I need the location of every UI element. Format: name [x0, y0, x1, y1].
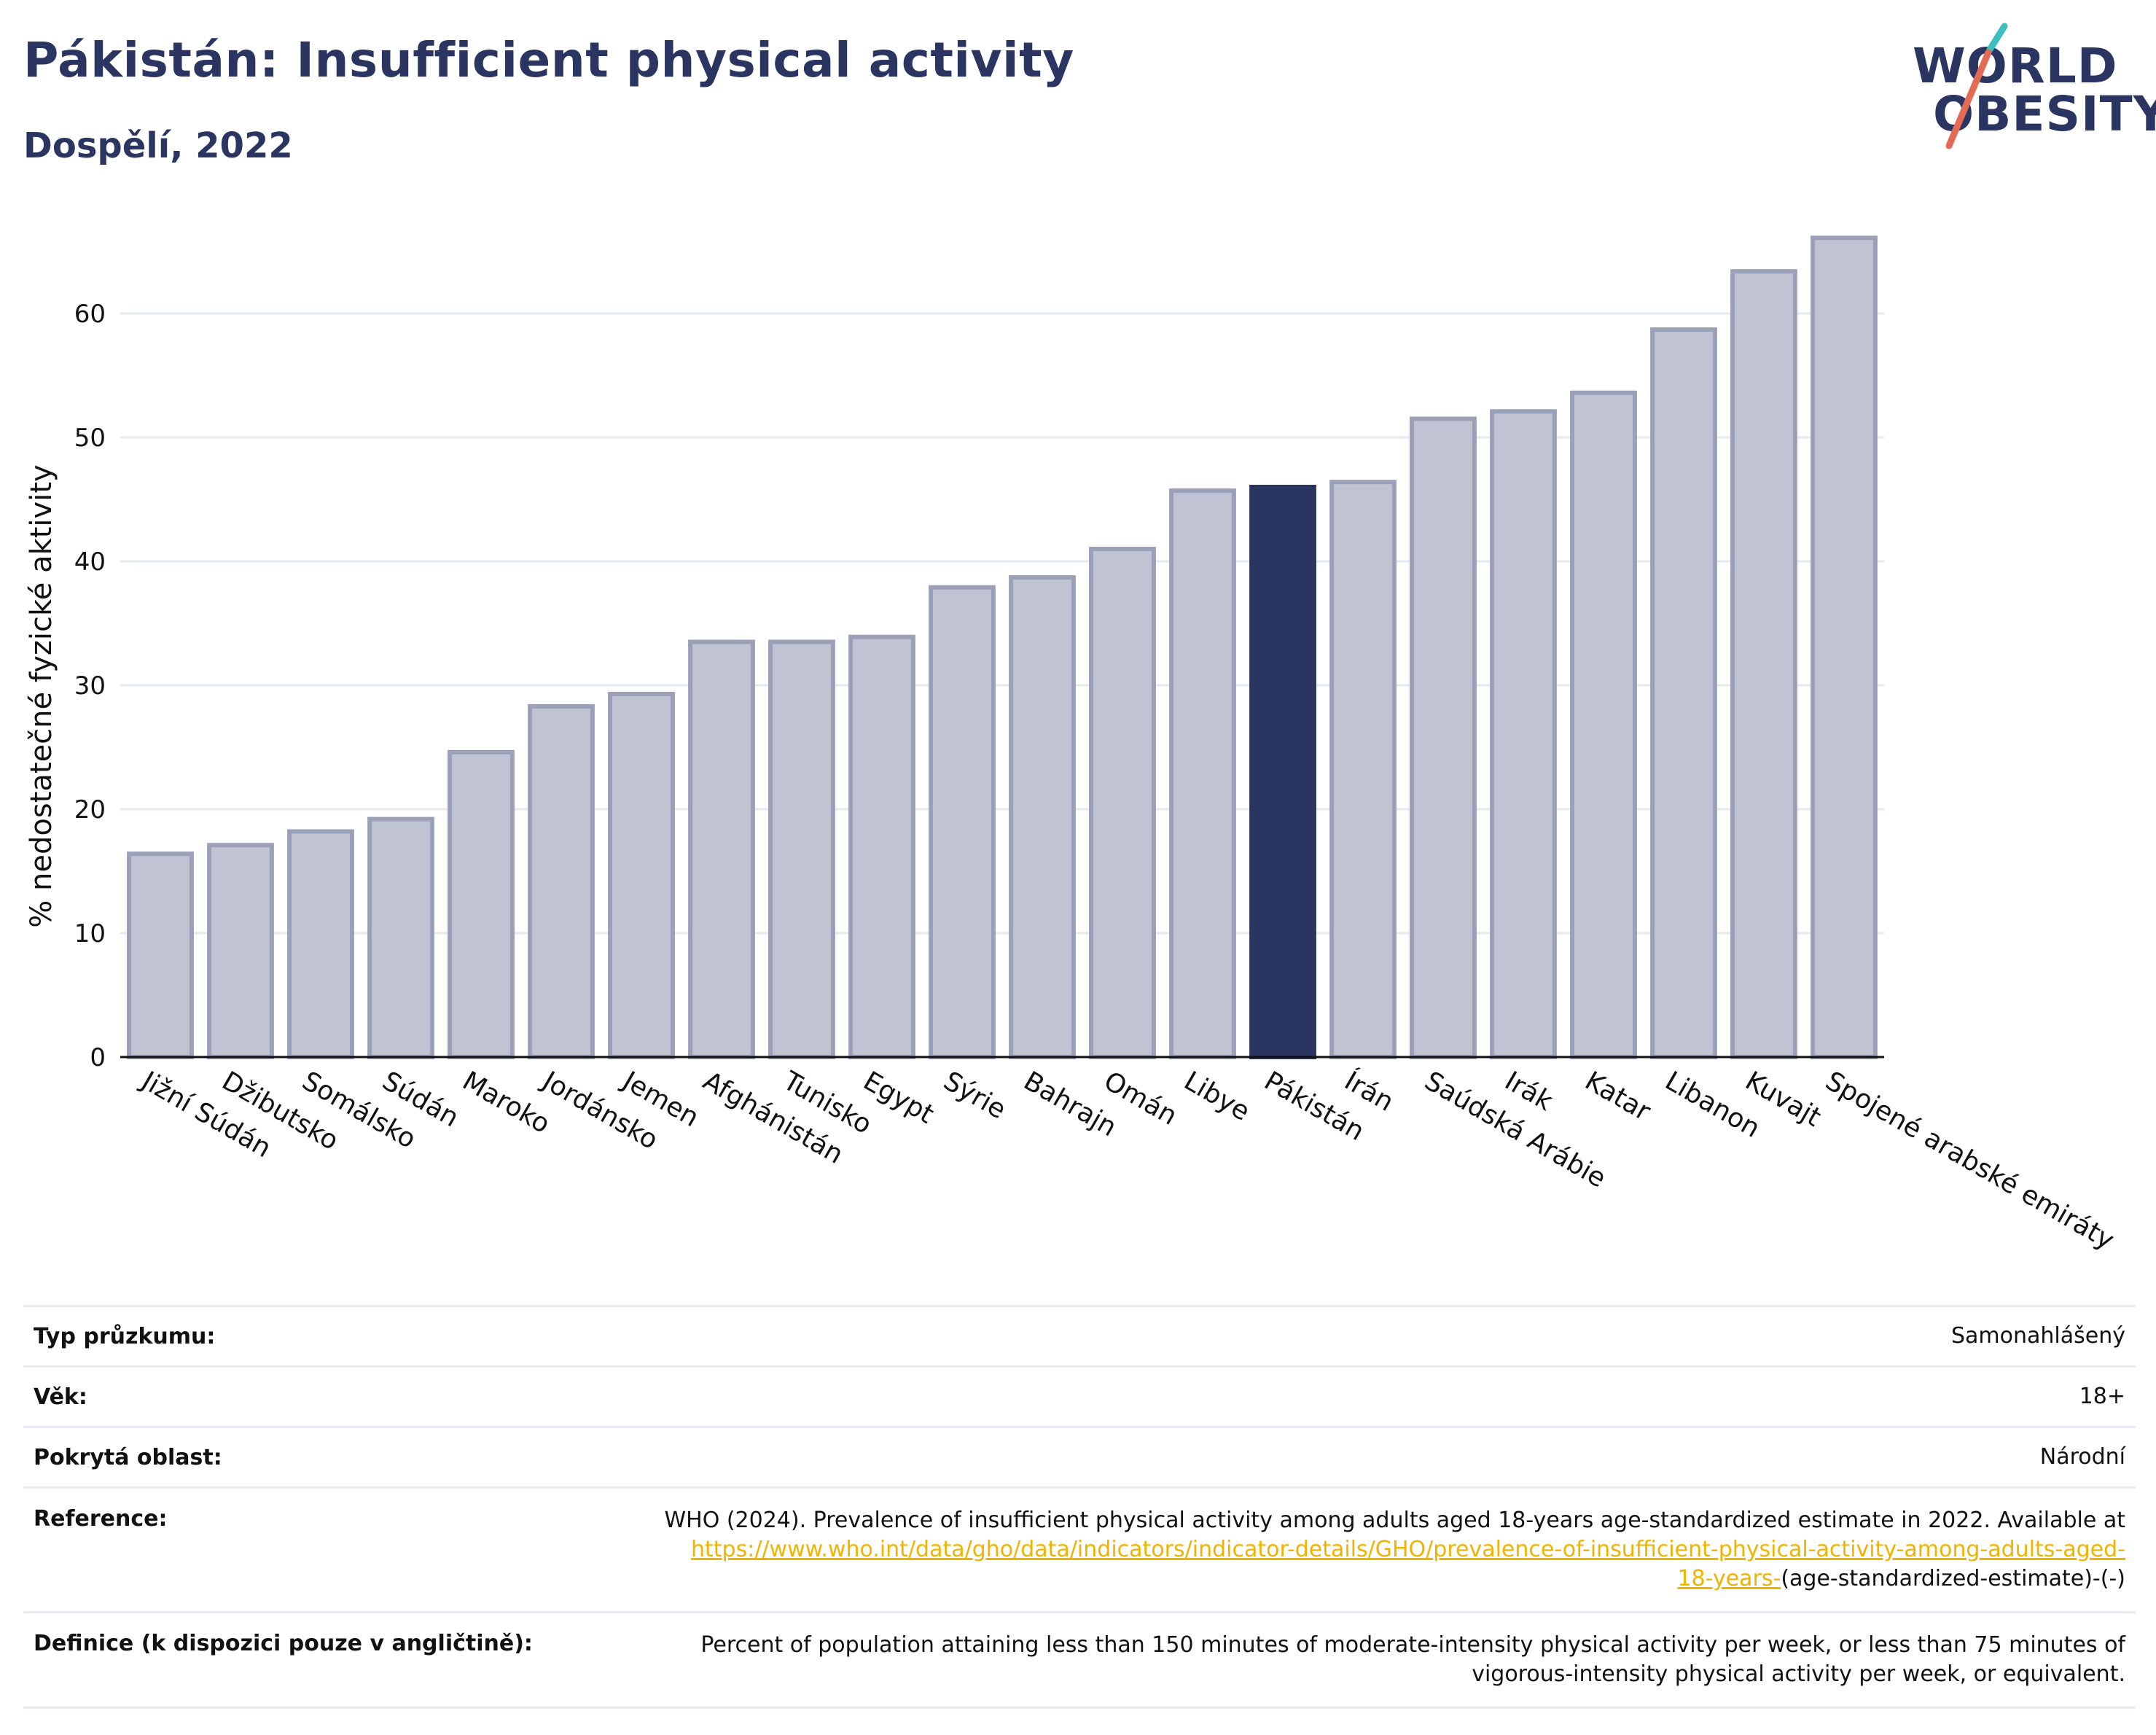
meta-row-age: Věk: 18+: [23, 1365, 2136, 1426]
x-tick-labels: Jižní SúdánDžibutskoSomálskoSúdánMarokoJ…: [136, 1065, 2119, 1255]
metadata-table: Typ průzkumu: Samonahlášený Věk: 18+ Pok…: [23, 1305, 2136, 1709]
reference-value: WHO (2024). Prevalence of insufficient p…: [654, 1489, 2136, 1611]
page-subtitle: Dospělí, 2022: [23, 125, 293, 166]
age-value: 18+: [2079, 1384, 2125, 1409]
y-axis-label: % nedostatečné fyzické aktivity: [25, 464, 58, 927]
world-obesity-logo: WORLD OBESITY: [1895, 22, 2156, 153]
y-tick-label: 20: [74, 795, 106, 824]
x-tick-label: Bahrajn: [1019, 1066, 1122, 1142]
bar-jordánsko: [528, 703, 595, 1060]
y-tick-label: 60: [74, 300, 106, 329]
bar-saúdská-arábie: [1410, 416, 1477, 1059]
survey-label: Typ průzkumu:: [34, 1323, 216, 1349]
bar-spojené-arabské-emiráty: [1811, 235, 1878, 1059]
bar-kuvajt: [1730, 269, 1797, 1060]
bar-omán: [1089, 547, 1156, 1059]
logo-slash-icon: [1945, 23, 2008, 149]
bar-írán: [1329, 480, 1397, 1059]
bar-somálsko: [287, 829, 354, 1059]
bar-jemen: [608, 691, 675, 1060]
reference-label: Reference:: [34, 1506, 168, 1532]
logo-line-1: WORLD: [1913, 38, 2118, 94]
x-tick-label: Katar: [1580, 1066, 1656, 1127]
reference-link-continued[interactable]: 18-years-: [1677, 1566, 1781, 1591]
x-tick-label: Libye: [1179, 1066, 1255, 1127]
bar-afghánistán: [688, 639, 755, 1059]
meta-row-reference: Reference: WHO (2024). Prevalence of ins…: [23, 1486, 2136, 1611]
y-tick-label: 50: [74, 424, 106, 453]
survey-value: Samonahlášený: [1951, 1323, 2125, 1349]
bar-bahrajn: [1009, 575, 1076, 1059]
bar-libanon: [1650, 327, 1717, 1060]
bar-tunisko: [768, 639, 835, 1059]
bar-pákistán: [1249, 485, 1316, 1059]
bar-katar: [1570, 390, 1637, 1059]
bar-libye: [1169, 488, 1236, 1060]
age-label: Věk:: [34, 1384, 87, 1410]
coverage-label: Pokrytá oblast:: [34, 1444, 222, 1470]
reference-tail: (age-standardized-estimate)-(-): [1781, 1566, 2125, 1591]
bar-egypt: [848, 634, 915, 1059]
definition-value: Percent of population attaining less tha…: [690, 1613, 2136, 1707]
x-tick-label: Spojené arabské emiráty: [1821, 1066, 2120, 1255]
y-tick-label: 0: [90, 1043, 106, 1072]
definition-label: Definice (k dispozici pouze v angličtině…: [34, 1631, 533, 1656]
meta-row-coverage: Pokrytá oblast: Národní: [23, 1426, 2136, 1486]
bar-irák: [1490, 409, 1557, 1059]
definition-line-1: Percent of population attaining less tha…: [700, 1632, 2125, 1658]
meta-row-survey: Typ průzkumu: Samonahlášený: [23, 1305, 2136, 1365]
bar-jižní-súdán: [127, 851, 194, 1059]
bar-maroko: [448, 749, 515, 1059]
bar-sýrie: [929, 585, 996, 1059]
reference-link[interactable]: https://www.who.int/data/gho/data/indica…: [691, 1537, 2125, 1562]
bar-džibutsko: [207, 843, 274, 1059]
y-tick-label: 30: [74, 671, 106, 701]
bars: [127, 235, 1878, 1060]
reference-text: WHO (2024). Prevalence of insufficient p…: [664, 1508, 2125, 1533]
coverage-value: Národní: [2039, 1444, 2125, 1470]
y-tick-label: 40: [74, 547, 106, 577]
y-tick-labels: 0 10 20 30 40 50 60: [74, 300, 106, 1072]
bar-chart: 0 10 20 30 40 50 60 Jižní SúdánDžibutskoSomáls…: [25, 235, 2119, 1256]
bar-súdán: [367, 816, 434, 1059]
definition-line-2: vigorous-intensity physical activity per…: [1472, 1661, 2125, 1687]
x-tick-label: Sýrie: [939, 1066, 1011, 1125]
meta-row-definition: Definice (k dispozici pouze v angličtině…: [23, 1611, 2136, 1709]
y-tick-label: 10: [74, 919, 106, 948]
page-title: Pákistán: Insufficient physical activity: [23, 32, 1074, 88]
x-tick-label: Maroko: [458, 1066, 555, 1139]
